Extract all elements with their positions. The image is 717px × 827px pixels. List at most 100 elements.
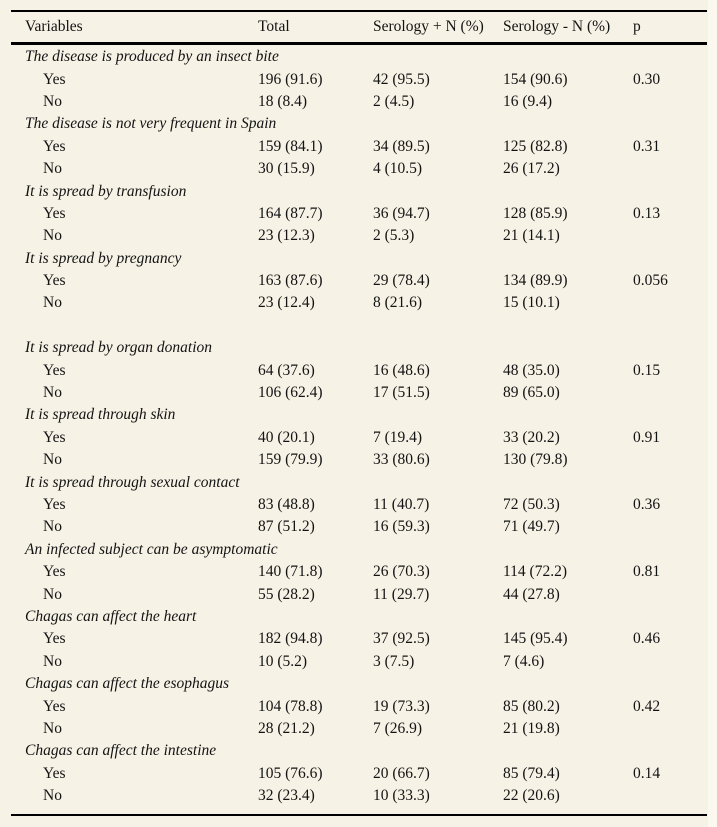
value-cell-sero_neg: 145 (95.4) — [503, 630, 568, 648]
value-cell-p: 0.15 — [633, 361, 661, 379]
value-cell-total: 106 (62.4) — [258, 384, 323, 402]
value-cell-p: 0.31 — [633, 137, 661, 155]
value-cell-total: 23 (12.4) — [258, 294, 315, 312]
table-row: No 106 (62.4) 17 (51.5) 89 (65.0) — [11, 382, 707, 404]
page-margin-strip — [708, 0, 717, 827]
value-cell-sero_neg: 22 (20.6) — [503, 787, 560, 805]
table-row: No 18 (8.4) 2 (4.5) 16 (9.4) — [11, 91, 707, 113]
value-cell-sero_neg: 33 (20.2) — [503, 428, 560, 446]
value-cell-total: 87 (51.2) — [258, 518, 315, 536]
value-cell-sero_pos: 3 (7.5) — [373, 652, 415, 670]
value-cell-p: 0.30 — [633, 70, 661, 88]
row-label-cell: Yes — [43, 496, 66, 513]
row-label-cell: No — [43, 585, 62, 603]
row-label-cell: Yes — [43, 563, 66, 581]
value-cell-total: 164 (87.7) — [258, 204, 323, 222]
row-label-cell: No — [43, 384, 62, 402]
table-row: No 23 (12.4) 8 (21.6) 15 (10.1) — [11, 292, 707, 314]
value-cell-sero_pos: 29 (78.4) — [373, 272, 430, 290]
row-label-cell: Yes — [43, 137, 66, 155]
value-cell-sero_neg: 15 (10.1) — [503, 294, 560, 312]
value-cell-total: 55 (28.2) — [258, 585, 315, 603]
row-label-cell: No — [43, 160, 62, 178]
value-cell-total: 196 (91.6) — [258, 70, 323, 88]
row-label-cell: Yes — [43, 697, 66, 715]
row-label-cell: No — [43, 227, 62, 245]
value-cell-p: 0.36 — [633, 496, 661, 513]
value-cell-sero_neg: 134 (89.9) — [503, 272, 568, 290]
value-cell-total: 40 (20.1) — [258, 428, 315, 446]
value-cell-sero_pos: 11 (40.7) — [373, 496, 430, 513]
value-cell-p: 0.81 — [633, 563, 661, 581]
value-cell-sero_neg: 114 (72.2) — [503, 563, 567, 581]
column-header-serology-positive: Serology + N (%) — [373, 18, 484, 35]
table-row: Yes 140 (71.8) 26 (70.3) 114 (72.2) 0.81 — [11, 561, 707, 583]
value-cell-sero_neg: 71 (49.7) — [503, 518, 560, 536]
value-cell-sero_neg: 21 (19.8) — [503, 719, 560, 737]
value-cell-sero_pos: 10 (33.3) — [373, 787, 430, 805]
table-row: No 28 (21.2) 7 (26.9) 21 (19.8) — [11, 718, 707, 740]
value-cell-p: 0.13 — [633, 204, 661, 222]
table-row: Yes 105 (76.6) 20 (66.7) 85 (79.4) 0.14 — [11, 763, 707, 785]
value-cell-p: 0.91 — [633, 428, 661, 446]
section-title: It is spread by organ donation — [25, 339, 212, 357]
table-row: No 32 (23.4) 10 (33.3) 22 (20.6) — [11, 785, 707, 807]
table-row: Yes 182 (94.8) 37 (92.5) 145 (95.4) 0.46 — [11, 628, 707, 650]
row-label-cell: No — [43, 719, 62, 737]
table-row: Yes 196 (91.6) 42 (95.5) 154 (90.6) 0.30 — [11, 68, 707, 90]
value-cell-sero_pos: 34 (89.5) — [373, 137, 430, 155]
value-cell-total: 10 (5.2) — [258, 652, 308, 670]
value-cell-sero_pos: 8 (21.6) — [373, 294, 423, 312]
value-cell-total: 140 (71.8) — [258, 563, 323, 581]
table-row: Yes 40 (20.1) 7 (19.4) 33 (20.2) 0.91 — [11, 427, 707, 449]
value-cell-total: 182 (94.8) — [258, 630, 323, 648]
section-title: Chagas can affect the intestine — [25, 742, 217, 760]
row-label-cell: Yes — [43, 764, 66, 782]
section-title: The disease is produced by an insect bit… — [25, 48, 279, 66]
value-cell-sero_neg: 130 (79.8) — [503, 451, 568, 469]
value-cell-sero_neg: 26 (17.2) — [503, 160, 560, 178]
column-header-serology-negative: Serology - N (%) — [503, 18, 611, 35]
table-row: No 30 (15.9) 4 (10.5) 26 (17.2) — [11, 158, 707, 180]
section-title: It is spread by transfusion — [25, 182, 187, 200]
value-cell-sero_neg: 16 (9.4) — [503, 92, 553, 110]
value-cell-sero_pos: 16 (48.6) — [373, 361, 430, 379]
value-cell-sero_pos: 37 (92.5) — [373, 630, 430, 648]
section-title: An infected subject can be asymptomatic — [25, 540, 278, 558]
row-label-cell: Yes — [43, 204, 66, 222]
table-row: No 10 (5.2) 3 (7.5) 7 (4.6) — [11, 651, 707, 673]
column-header-p-value: p — [633, 18, 641, 35]
table-row: Yes 104 (78.8) 19 (73.3) 85 (80.2) 0.42 — [11, 695, 707, 717]
value-cell-sero_pos: 7 (26.9) — [373, 719, 423, 737]
value-cell-sero_pos: 19 (73.3) — [373, 697, 430, 715]
value-cell-sero_pos: 7 (19.4) — [373, 428, 423, 446]
value-cell-sero_neg: 154 (90.6) — [503, 70, 568, 88]
value-cell-sero_neg: 21 (14.1) — [503, 227, 560, 245]
value-cell-sero_pos: 2 (5.3) — [373, 227, 415, 245]
value-cell-total: 30 (15.9) — [258, 160, 315, 178]
table-row: Yes 159 (84.1) 34 (89.5) 125 (82.8) 0.31 — [11, 136, 707, 158]
value-cell-sero_pos: 42 (95.5) — [373, 70, 430, 88]
value-cell-p: 0.42 — [633, 697, 661, 715]
value-cell-total: 163 (87.6) — [258, 272, 323, 290]
serology-knowledge-table: Variables Total Serology + N (%) Serolog… — [11, 10, 707, 817]
value-cell-sero_neg: 125 (82.8) — [503, 137, 568, 155]
value-cell-p: 0.46 — [633, 630, 661, 648]
value-cell-total: 32 (23.4) — [258, 787, 315, 805]
value-cell-sero_neg: 72 (50.3) — [503, 496, 560, 513]
section-title: The disease is not very frequent in Spai… — [25, 115, 277, 133]
table-row: No 55 (28.2) 11 (29.7) 44 (27.8) — [11, 583, 707, 605]
value-cell-sero_pos: 20 (66.7) — [373, 764, 430, 782]
value-cell-total: 18 (8.4) — [258, 92, 308, 110]
row-label-cell: No — [43, 518, 62, 536]
value-cell-sero_pos: 4 (10.5) — [373, 160, 423, 178]
value-cell-total: 105 (76.6) — [258, 764, 323, 782]
table-row: No 23 (12.3) 2 (5.3) 21 (14.1) — [11, 225, 707, 247]
table-row: Yes 64 (37.6) 16 (48.6) 48 (35.0) 0.15 — [11, 359, 707, 381]
column-header-total: Total — [258, 18, 290, 35]
section-title: It is spread through sexual contact — [25, 473, 240, 491]
value-cell-total: 64 (37.6) — [258, 361, 315, 379]
row-label-cell: Yes — [43, 630, 66, 648]
value-cell-sero_neg: 89 (65.0) — [503, 384, 560, 402]
row-label-cell: No — [43, 787, 62, 805]
